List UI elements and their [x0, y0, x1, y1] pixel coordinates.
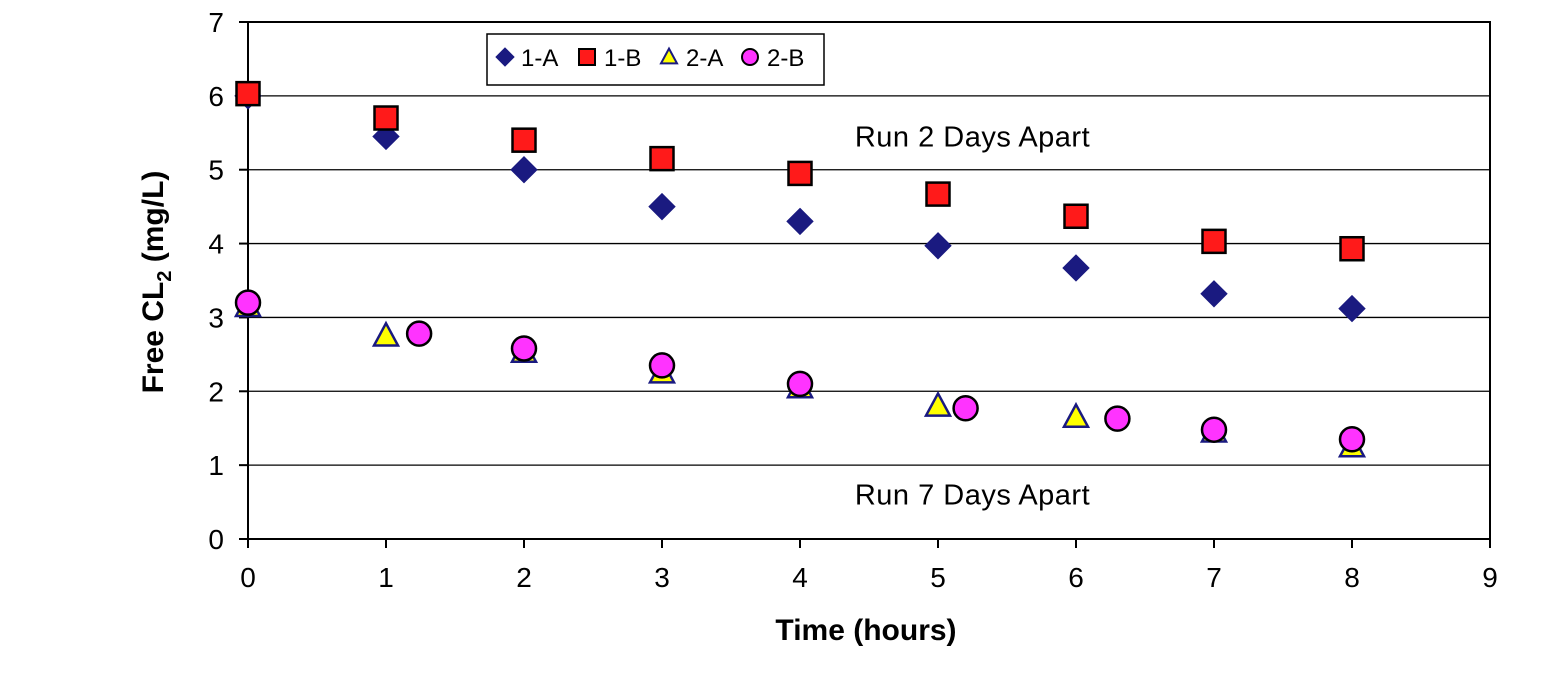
point-1-A	[510, 156, 538, 184]
point-1-A	[1200, 280, 1228, 308]
y-axis-title-subscript: 2	[154, 271, 176, 282]
gridlines	[248, 95, 1490, 466]
plot-area	[247, 21, 1491, 540]
legend: 1-A 1-B 2-A 2-B	[486, 33, 825, 86]
y-axis-title-unit: (mg/L)	[137, 171, 170, 271]
y-axis-title: Free CL2 (mg/L)	[137, 171, 176, 394]
x-axis-title: Time (hours)	[775, 614, 956, 647]
x-tick-label: 9	[1482, 562, 1498, 593]
x-tick-label: 8	[1344, 562, 1360, 593]
x-tick-label: 6	[1068, 562, 1084, 593]
point-2-A	[1061, 401, 1091, 428]
point-2-B	[648, 352, 676, 379]
x-tick-label: 1	[378, 562, 394, 593]
point-1-B	[1063, 203, 1089, 229]
y-tick-label: 5	[208, 155, 224, 186]
point-2-B	[952, 395, 979, 422]
point-1-A	[648, 192, 676, 221]
legend-box	[486, 33, 825, 86]
legend-marker-2-A	[659, 46, 679, 65]
legend-label-1-A: 1-A	[521, 45, 558, 72]
x-tick-label: 2	[516, 562, 532, 593]
x-tick-label: 3	[654, 562, 670, 593]
y-axis: 0 1 2 3 4 5 6 7	[208, 7, 248, 555]
annotation-run-2-days: Run 2 Days Apart	[855, 121, 1090, 153]
point-2-B	[1200, 416, 1228, 443]
point-2-A	[923, 390, 953, 417]
point-1-B	[787, 160, 813, 187]
point-2-B	[786, 370, 814, 398]
y-tick-label: 7	[208, 7, 224, 38]
y-tick-label: 6	[208, 81, 224, 112]
y-tick-label: 3	[208, 302, 224, 333]
y-tick-label: 2	[208, 376, 224, 407]
legend-marker-2-B	[741, 48, 759, 66]
point-1-A	[786, 207, 814, 236]
legend-label-2-B: 2-B	[767, 45, 804, 72]
point-1-A	[1062, 254, 1090, 282]
point-2-B	[405, 320, 433, 347]
point-2-B	[234, 289, 262, 316]
point-1-B	[1339, 235, 1365, 262]
y-tick-label: 0	[208, 524, 224, 555]
data-points	[233, 80, 1367, 458]
x-tick-label: 5	[930, 562, 946, 593]
point-1-B	[235, 80, 261, 107]
point-1-B	[925, 181, 951, 207]
point-1-B	[649, 145, 675, 172]
legend-label-2-A: 2-A	[686, 45, 723, 72]
legend-marker-1-A	[495, 47, 515, 67]
series-1-B	[235, 80, 1365, 262]
point-1-A	[1338, 294, 1366, 323]
x-tick-label: 0	[240, 562, 256, 593]
annotation-run-7-days: Run 7 Days Apart	[855, 480, 1090, 512]
y-axis-title-main: Free CL	[137, 282, 170, 394]
x-axis: 0 1 2 3 4 5 6 7 8 9	[240, 539, 1498, 593]
point-2-B	[1104, 405, 1131, 432]
point-1-B	[511, 127, 537, 153]
point-2-A	[371, 320, 401, 347]
series-1-A	[234, 82, 1366, 323]
y-tick-label: 4	[208, 229, 224, 260]
x-tick-label: 4	[792, 562, 808, 593]
legend-marker-1-B	[578, 48, 596, 66]
legend-label-1-B: 1-B	[604, 45, 641, 72]
y-tick-label: 1	[208, 450, 224, 481]
x-tick-label: 7	[1206, 562, 1222, 593]
point-1-B	[373, 105, 399, 131]
series-2-B	[234, 289, 1366, 453]
point-2-B	[1338, 426, 1366, 453]
point-1-A	[924, 232, 952, 260]
point-2-B	[510, 335, 538, 362]
point-1-B	[1201, 228, 1227, 255]
